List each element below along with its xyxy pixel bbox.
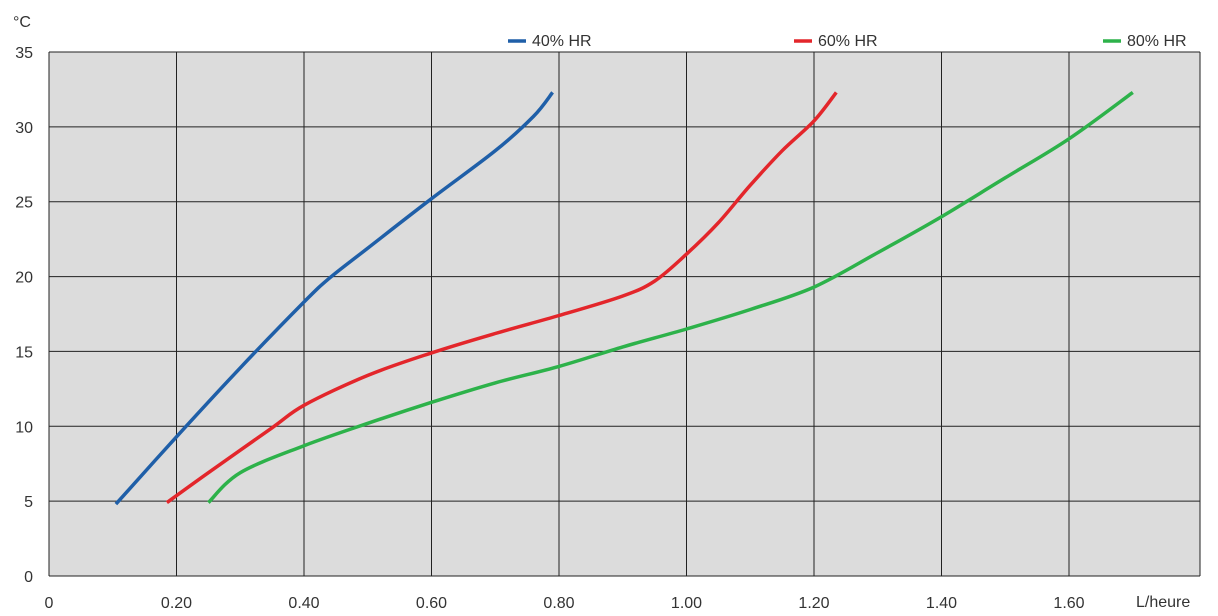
x-axis-unit-label: L/heure	[1136, 594, 1190, 611]
legend: 40% HR 60% HR 80% HR	[508, 33, 1187, 50]
y-axis-ticks: 0 5 10 15 20 25 30 35	[15, 45, 33, 586]
y-tick-label: 25	[15, 195, 33, 212]
y-tick-label: 15	[15, 344, 33, 361]
x-tick-label: 0.20	[161, 595, 192, 612]
x-tick-label: 1.40	[926, 595, 957, 612]
x-tick-label: 1.60	[1053, 595, 1084, 612]
y-axis-unit-label: °C	[13, 14, 31, 31]
x-tick-label: 1.20	[798, 595, 829, 612]
x-tick-label: 0.40	[288, 595, 319, 612]
y-tick-label: 20	[15, 270, 33, 287]
y-tick-label: 0	[24, 569, 33, 586]
series-line-80-hr	[207, 90, 1134, 504]
plot-background	[49, 52, 1200, 576]
series-layer	[114, 90, 1134, 506]
y-tick-label: 5	[24, 494, 33, 511]
legend-label: 80% HR	[1127, 33, 1187, 50]
series-line-40-hr	[114, 91, 554, 506]
y-tick-label: 30	[15, 120, 33, 137]
legend-label: 40% HR	[532, 33, 592, 50]
legend-label: 60% HR	[818, 33, 878, 50]
x-tick-label: 0.80	[543, 595, 574, 612]
x-tick-label: 0.60	[416, 595, 447, 612]
series-line-60-hr	[165, 91, 838, 505]
y-tick-label: 35	[15, 45, 33, 62]
x-tick-label: 1.00	[671, 595, 702, 612]
x-axis-ticks: 0 0.20 0.40 0.60 0.80 1.00 1.20 1.40 1.60	[45, 595, 1085, 612]
x-tick-label: 0	[45, 595, 54, 612]
y-tick-label: 10	[15, 419, 33, 436]
